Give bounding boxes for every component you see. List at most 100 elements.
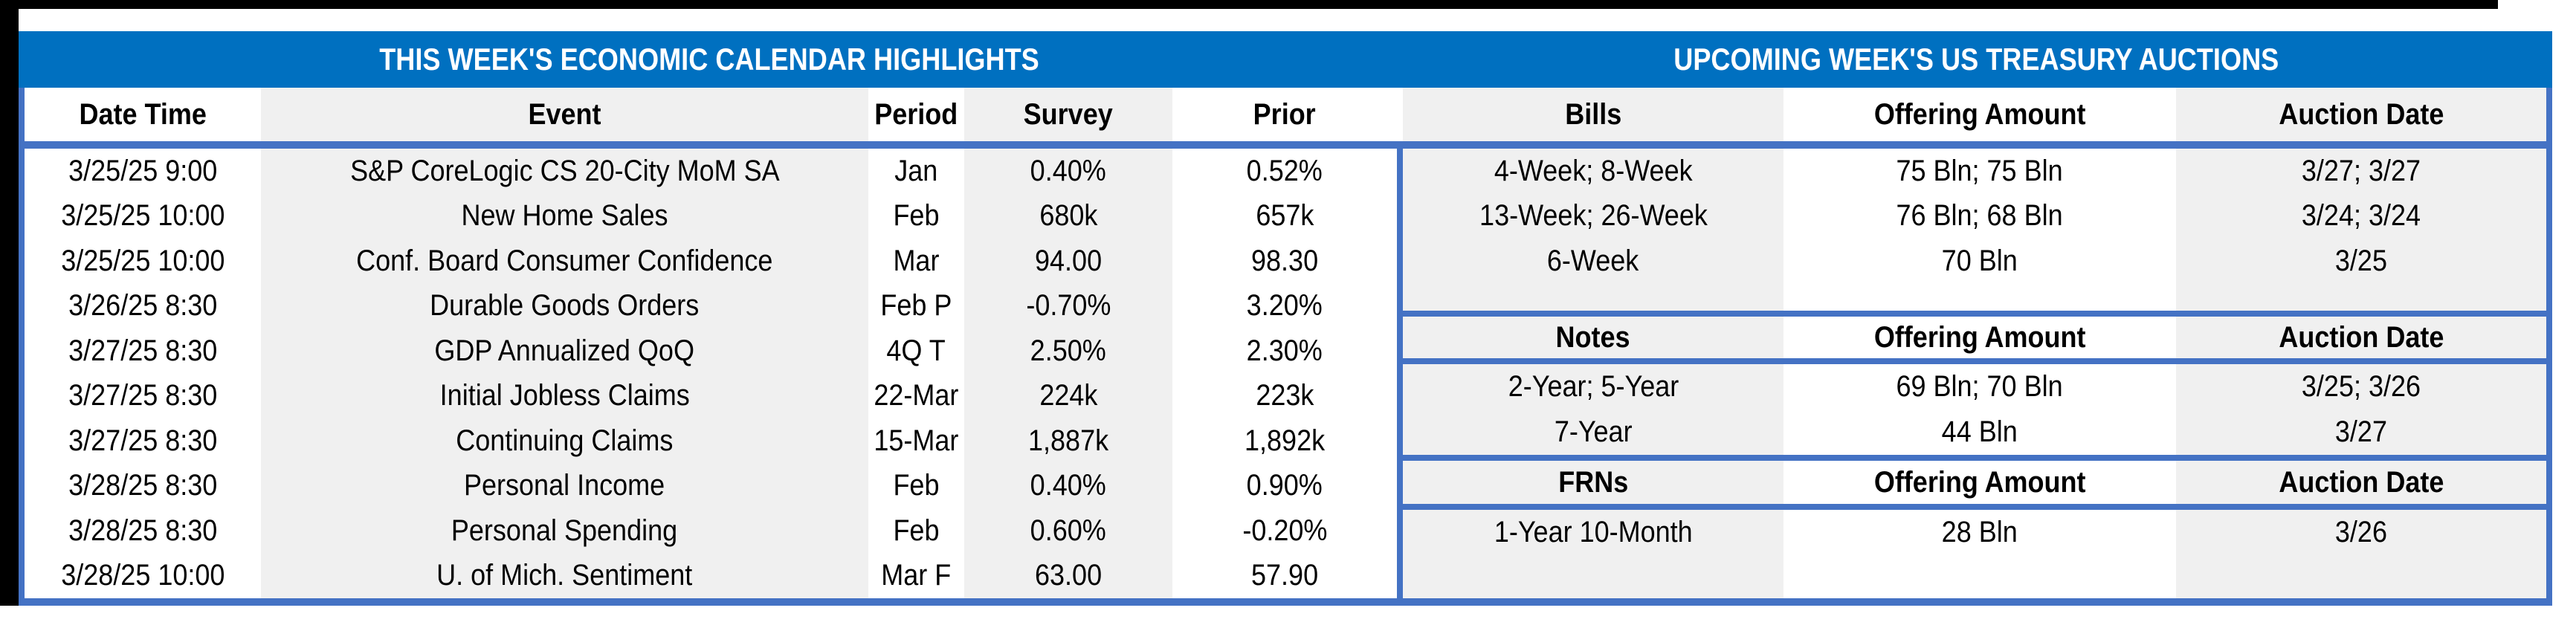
table-cell-text: 3/25; 3/26 — [2301, 370, 2421, 403]
table-cell-text: U. of Mich. Sentiment — [436, 559, 693, 592]
table-cell: -0.20% — [1172, 508, 1397, 554]
frame-top-edge — [0, 0, 2498, 9]
table-cell-text: 6-Week — [1547, 244, 1639, 277]
table-cell: 76 Bln; 68 Bln — [1783, 194, 2176, 239]
table-cell: 94.00 — [964, 239, 1172, 284]
table-cell-text: -0.70% — [1025, 289, 1111, 323]
table-bottom-border — [19, 598, 2552, 606]
table-cell: 22-Mar — [868, 374, 964, 419]
column-header-label: Offering Amount — [1873, 465, 2086, 499]
table-cell: 0.90% — [1172, 464, 1397, 509]
table-cell-text: 3/27/25 8:30 — [68, 334, 218, 367]
column-header-label: Survey — [1023, 97, 1114, 131]
table-cell-text: Durable Goods Orders — [430, 289, 700, 323]
economic-calendar-title-area: THIS WEEK'S ECONOMIC CALENDAR HIGHLIGHTS — [19, 31, 1400, 88]
table-cell: Continuing Claims — [261, 418, 868, 464]
treasury-auctions-title: UPCOMING WEEK'S US TREASURY AUCTIONS — [1673, 42, 2279, 77]
table-cell: 3/26/25 8:30 — [25, 284, 261, 329]
table-cell: 13-Week; 26-Week — [1403, 194, 1783, 239]
table-cell: 2.50% — [964, 328, 1172, 374]
table-cell-text: 7-Year — [1554, 415, 1633, 448]
table-cell-text: 57.90 — [1250, 559, 1319, 592]
column-header-notes: Notes — [1403, 317, 1783, 358]
treasury-auctions-table: 4-Week; 8-Week 75 Bln; 75 Bln 3/27; 3/27 13… — [1397, 149, 2552, 598]
table-cell: 3.20% — [1172, 284, 1397, 329]
table-cell: U. of Mich. Sentiment — [261, 554, 868, 599]
table-cell-text: 3/25/25 9:00 — [68, 154, 218, 187]
table-cell-text: Mar — [893, 244, 940, 277]
table-cell-text: 3/26 — [2334, 515, 2388, 548]
table-cell-text: 1,887k — [1027, 424, 1109, 457]
table-cell-text: 13-Week; 26-Week — [1479, 199, 1708, 233]
table-cell: 224k — [964, 374, 1172, 419]
column-header-label: Event — [528, 97, 601, 131]
table-cell-text: S&P CoreLogic CS 20-City MoM SA — [349, 154, 780, 187]
table-cell: 4Q T — [868, 328, 964, 374]
table-cell-text: 3/25/25 10:00 — [60, 244, 225, 277]
economic-calendar-table: 3/25/25 9:00 S&P CoreLogic CS 20-City MoM… — [25, 149, 1397, 598]
table-cell-text: 3/25 — [2334, 244, 2388, 277]
table-cell-text: 0.90% — [1246, 469, 1323, 502]
table-cell-text: Feb — [893, 469, 940, 502]
table-cell: 57.90 — [1172, 554, 1397, 599]
table-cell-text: 2-Year; 5-Year — [1508, 370, 1679, 403]
table-cell: 1,887k — [964, 418, 1172, 464]
table-cell-text: 15-Mar — [874, 424, 959, 457]
column-header-auction-date: Auction Date — [2176, 461, 2546, 504]
table-cell: 3/24; 3/24 — [2176, 194, 2546, 239]
table-cell: 1,892k — [1172, 418, 1397, 464]
table-cell: New Home Sales — [261, 194, 868, 239]
table-cell-text: 3/28/25 8:30 — [68, 514, 218, 547]
table-cell-text: 2.50% — [1030, 334, 1107, 367]
table-cell-text: Continuing Claims — [456, 424, 674, 457]
table-cell-text: 4Q T — [886, 334, 946, 367]
table-cell-text: 0.60% — [1030, 514, 1107, 547]
table-cell-text: 3/28/25 8:30 — [68, 469, 218, 502]
table-cell: 3/27/25 8:30 — [25, 328, 261, 374]
table-cell: 3/27/25 8:30 — [25, 374, 261, 419]
bills-section: 4-Week; 8-Week 75 Bln; 75 Bln 3/27; 3/27 13… — [1403, 149, 2546, 311]
table-cell: 3/27 — [2176, 410, 2546, 455]
table-cell-text: 680k — [1039, 199, 1098, 233]
section-divider — [1397, 358, 2552, 364]
table-cell-text: Mar F — [881, 559, 952, 592]
column-header-label: Notes — [1555, 320, 1631, 354]
table-cell: Feb — [868, 464, 964, 509]
frame-tick — [0, 181, 23, 190]
column-header-survey: Survey — [964, 88, 1172, 141]
table-cell: 3/25/25 9:00 — [25, 149, 261, 194]
table-cell: 3/25/25 10:00 — [25, 239, 261, 284]
column-header-event: Event — [261, 88, 868, 141]
table-cell-text: 223k — [1255, 379, 1314, 412]
frame-tick — [0, 210, 23, 219]
frns-header-row: FRNs Offering Amount Auction Date — [1403, 461, 2546, 504]
table-cell: 44 Bln — [1783, 410, 2176, 455]
table-right-border — [2546, 88, 2552, 606]
table-cell: Feb — [868, 194, 964, 239]
treasury-auctions-header-row: Bills Offering Amount Auction Date — [1403, 88, 2546, 141]
table-cell: 75 Bln; 75 Bln — [1783, 149, 2176, 194]
table-cell: 3/25/25 10:00 — [25, 194, 261, 239]
table-cell: Jan — [868, 149, 964, 194]
table-cell-text: 3/28/25 10:00 — [60, 559, 225, 592]
column-header-offering-amount: Offering Amount — [1783, 461, 2176, 504]
table-cell: Personal Income — [261, 464, 868, 509]
table-cell: 1-Year 10-Month — [1403, 510, 1783, 554]
table-cell: S&P CoreLogic CS 20-City MoM SA — [261, 149, 868, 194]
section-divider — [1397, 504, 2552, 510]
table-cell: 3/26 — [2176, 510, 2546, 554]
table-cell: Feb P — [868, 284, 964, 329]
table-cell-text: 0.40% — [1030, 154, 1107, 187]
table-cell: 3/27; 3/27 — [2176, 149, 2546, 194]
table-cell: 3/27/25 8:30 — [25, 418, 261, 464]
table-cell: 3/25 — [2176, 239, 2546, 284]
table-cell-text: 2.30% — [1246, 334, 1323, 367]
table-cell: 0.52% — [1172, 149, 1397, 194]
table-cell-text: 3/26/25 8:30 — [68, 289, 218, 323]
table-cell-text: 76 Bln; 68 Bln — [1896, 199, 2064, 233]
column-header-auction-date: Auction Date — [2176, 317, 2546, 358]
table-cell: -0.70% — [964, 284, 1172, 329]
economic-calendar-header-row: Date Time Event Period Survey Prior — [25, 88, 1397, 141]
frame-left-edge — [0, 0, 19, 606]
